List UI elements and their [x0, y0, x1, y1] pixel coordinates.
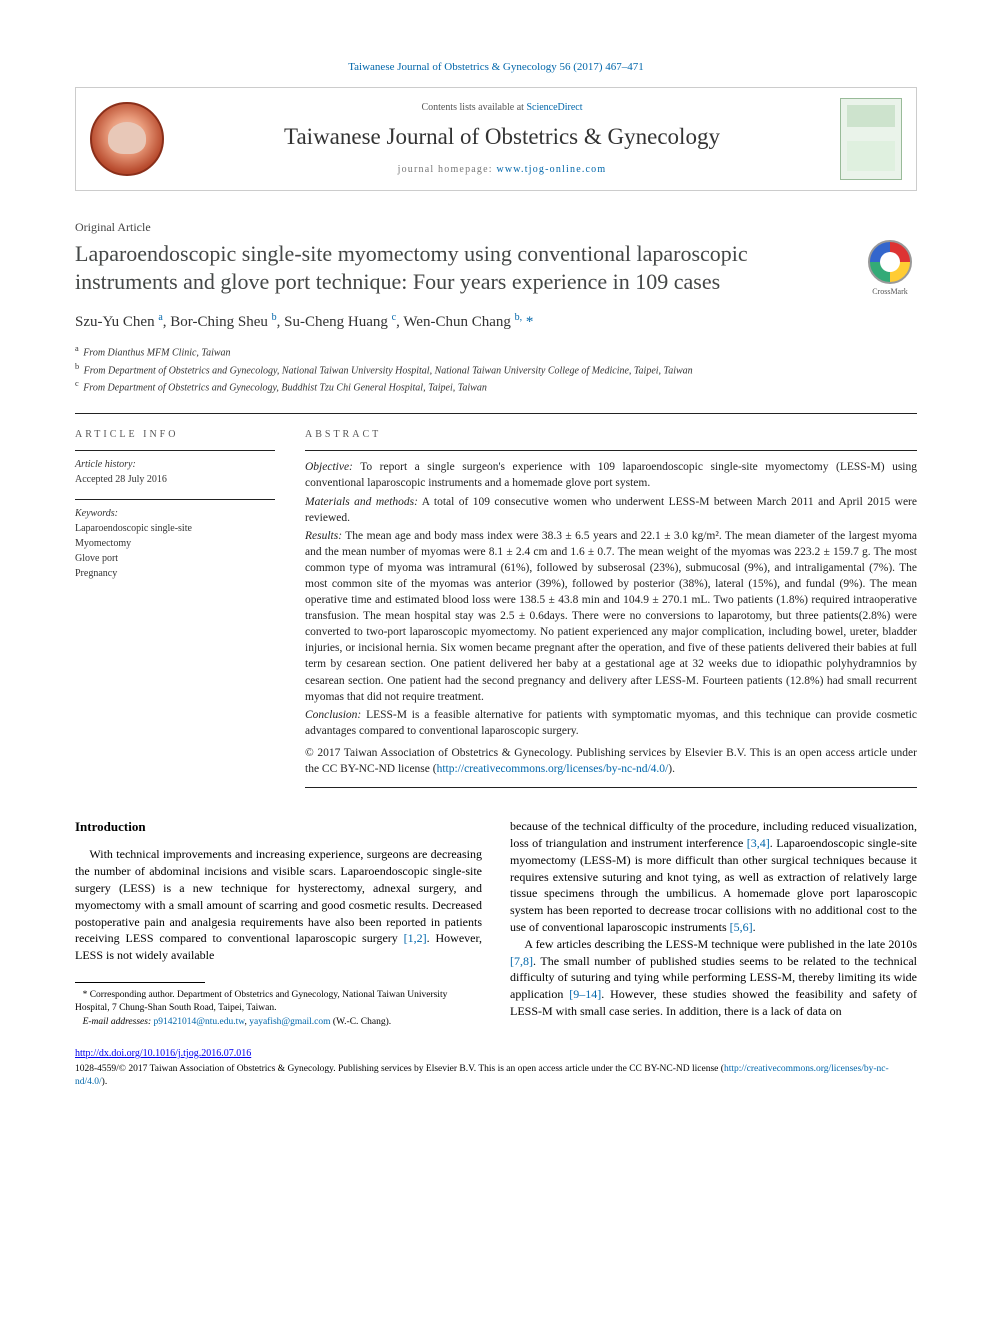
paper-title: Laparoendoscopic single-site myomectomy …: [75, 240, 843, 296]
abstract-body: Objective: To report a single surgeon's …: [305, 459, 917, 777]
license-link[interactable]: http://creativecommons.org/licenses/by-n…: [437, 763, 669, 775]
results-label: Results:: [305, 530, 342, 542]
citation-line: Taiwanese Journal of Obstetrics & Gyneco…: [75, 60, 917, 75]
conclusion-text: LESS-M is a feasible alternative for pat…: [305, 709, 917, 737]
intro-para-1: With technical improvements and increasi…: [75, 846, 482, 964]
journal-title: Taiwanese Journal of Obstetrics & Gyneco…: [178, 121, 826, 153]
crossmark-icon: [868, 240, 912, 284]
affiliations: a From Dianthus MFM Clinic, Taiwanb From…: [75, 343, 917, 395]
email-link-2[interactable]: yayafish@gmail.com: [249, 1017, 330, 1027]
intro-text-2b: . Laparoendoscopic single-site myomectom…: [510, 836, 917, 934]
abstract-heading: ABSTRACT: [305, 428, 917, 442]
conclusion-label: Conclusion:: [305, 709, 361, 721]
title-row: Laparoendoscopic single-site myomectomy …: [75, 240, 917, 297]
crossmark-label: CrossMark: [872, 287, 908, 296]
article-history-block: Article history: Accepted 28 July 2016: [75, 450, 275, 487]
email-line: E-mail addresses: p91421014@ntu.edu.tw, …: [75, 1016, 482, 1029]
abstract-bottom-rule: [305, 787, 917, 788]
objective-label: Objective:: [305, 461, 353, 473]
results-text: The mean age and body mass index were 38…: [305, 530, 917, 703]
journal-cover-thumb-icon: [840, 98, 902, 180]
contents-prefix: Contents lists available at: [421, 102, 526, 113]
article-info-column: ARTICLE INFO Article history: Accepted 2…: [75, 418, 275, 788]
crossmark-badge[interactable]: CrossMark: [863, 240, 917, 297]
homepage-line: journal homepage: www.tjog-online.com: [178, 163, 826, 177]
introduction-heading: Introduction: [75, 818, 482, 836]
authors-line: Szu-Yu Chen a, Bor-Ching Sheu b, Su-Chen…: [75, 311, 917, 333]
footer-license-close: ).: [102, 1077, 108, 1087]
homepage-prefix: journal homepage:: [398, 164, 497, 175]
doi-line: http://dx.doi.org/10.1016/j.tjog.2016.07…: [75, 1047, 917, 1061]
body-col-right: because of the technical difficulty of t…: [510, 818, 917, 1029]
article-type: Original Article: [75, 219, 917, 236]
society-logo-icon: [90, 102, 164, 176]
masthead-center: Contents lists available at ScienceDirec…: [178, 101, 826, 177]
page: Taiwanese Journal of Obstetrics & Gyneco…: [0, 0, 992, 1129]
ref-link-5-6[interactable]: [5,6]: [730, 920, 753, 934]
footer-license: 1028-4559/© 2017 Taiwan Association of O…: [75, 1063, 917, 1090]
ref-link-9-14[interactable]: [9–14]: [569, 987, 601, 1001]
intro-para-2: because of the technical difficulty of t…: [510, 818, 917, 936]
intro-text-2c: .: [753, 920, 756, 934]
email-link-1[interactable]: p91421014@ntu.edu.tw: [153, 1017, 244, 1027]
footnote-separator: [75, 982, 205, 983]
copyright-close: ).: [668, 763, 675, 775]
keywords-block: Keywords: Laparoendoscopic single-siteMy…: [75, 499, 275, 581]
intro-text-3a: A few articles describing the LESS-M tec…: [524, 937, 917, 951]
methods-label: Materials and methods:: [305, 496, 418, 508]
journal-masthead: Contents lists available at ScienceDirec…: [75, 87, 917, 191]
top-rule: [75, 413, 917, 414]
abstract-copyright: © 2017 Taiwan Association of Obstetrics …: [305, 745, 917, 777]
history-label: Article history:: [75, 459, 136, 470]
ref-link-7-8[interactable]: [7,8]: [510, 954, 533, 968]
keywords-list: Laparoendoscopic single-siteMyomectomyGl…: [75, 523, 192, 579]
email-label: E-mail addresses:: [83, 1017, 152, 1027]
sciencedirect-link[interactable]: ScienceDirect: [526, 102, 582, 113]
ref-link-3-4[interactable]: [3,4]: [747, 836, 770, 850]
email-tail: (W.-C. Chang).: [331, 1017, 392, 1027]
history-value: Accepted 28 July 2016: [75, 474, 167, 485]
info-abstract-row: ARTICLE INFO Article history: Accepted 2…: [75, 418, 917, 788]
body-col-left: Introduction With technical improvements…: [75, 818, 482, 1029]
contents-line: Contents lists available at ScienceDirec…: [178, 101, 826, 115]
doi-link[interactable]: http://dx.doi.org/10.1016/j.tjog.2016.07…: [75, 1048, 251, 1059]
article-info-heading: ARTICLE INFO: [75, 428, 275, 442]
homepage-link[interactable]: www.tjog-online.com: [496, 164, 606, 175]
ref-link-1-2[interactable]: [1,2]: [404, 931, 427, 945]
footer-license-text: 1028-4559/© 2017 Taiwan Association of O…: [75, 1064, 724, 1074]
abstract-top-rule: [305, 450, 917, 451]
keywords-label: Keywords:: [75, 508, 118, 519]
corresponding-author: * Corresponding author. Department of Ob…: [75, 989, 482, 1016]
intro-para-3: A few articles describing the LESS-M tec…: [510, 936, 917, 1020]
abstract-column: ABSTRACT Objective: To report a single s…: [305, 418, 917, 788]
footnotes: * Corresponding author. Department of Ob…: [75, 989, 482, 1029]
objective-text: To report a single surgeon's experience …: [305, 461, 917, 489]
body-columns: Introduction With technical improvements…: [75, 818, 917, 1029]
